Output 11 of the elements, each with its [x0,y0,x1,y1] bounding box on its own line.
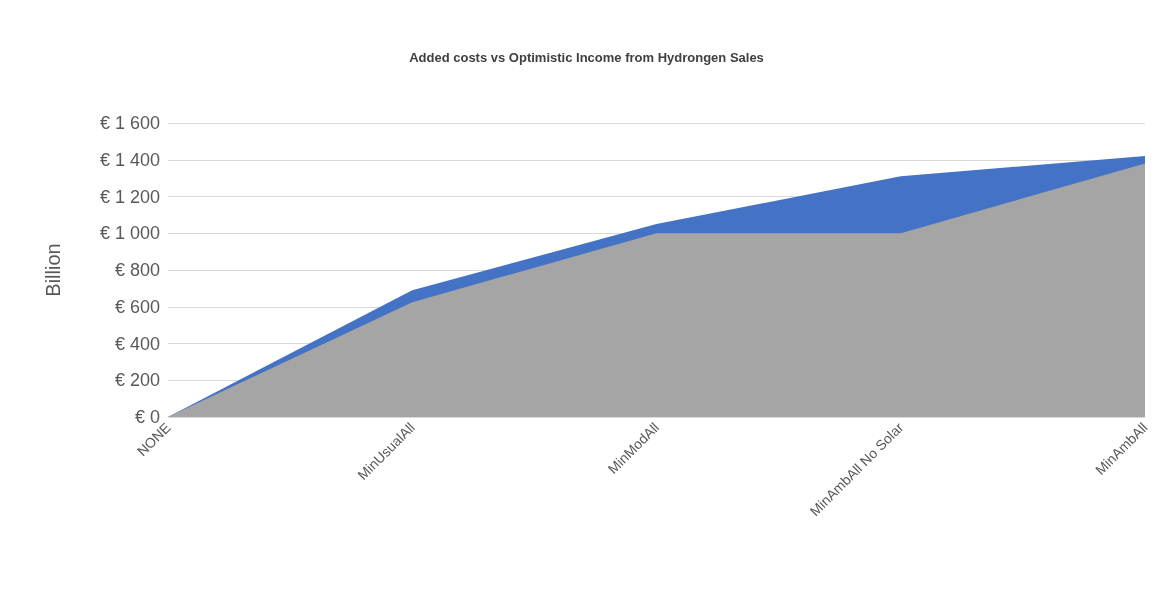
y-axis-title: Billion [42,243,64,297]
chart-title: Added costs vs Optimistic Income from Hydrongen Sales [409,50,764,65]
y-tick-label: € 1 400 [99,149,160,170]
y-tick-label: € 800 [114,260,160,280]
y-tick-label: € 0 [134,407,160,427]
y-tick-label: € 1 600 [99,113,160,133]
y-tick-label: € 200 [114,370,160,391]
y-tick-label: € 1 000 [99,223,160,244]
y-tick-label: € 1 200 [99,186,160,207]
y-tick-label: € 400 [114,333,160,354]
y-tick-label: € 600 [114,296,160,317]
